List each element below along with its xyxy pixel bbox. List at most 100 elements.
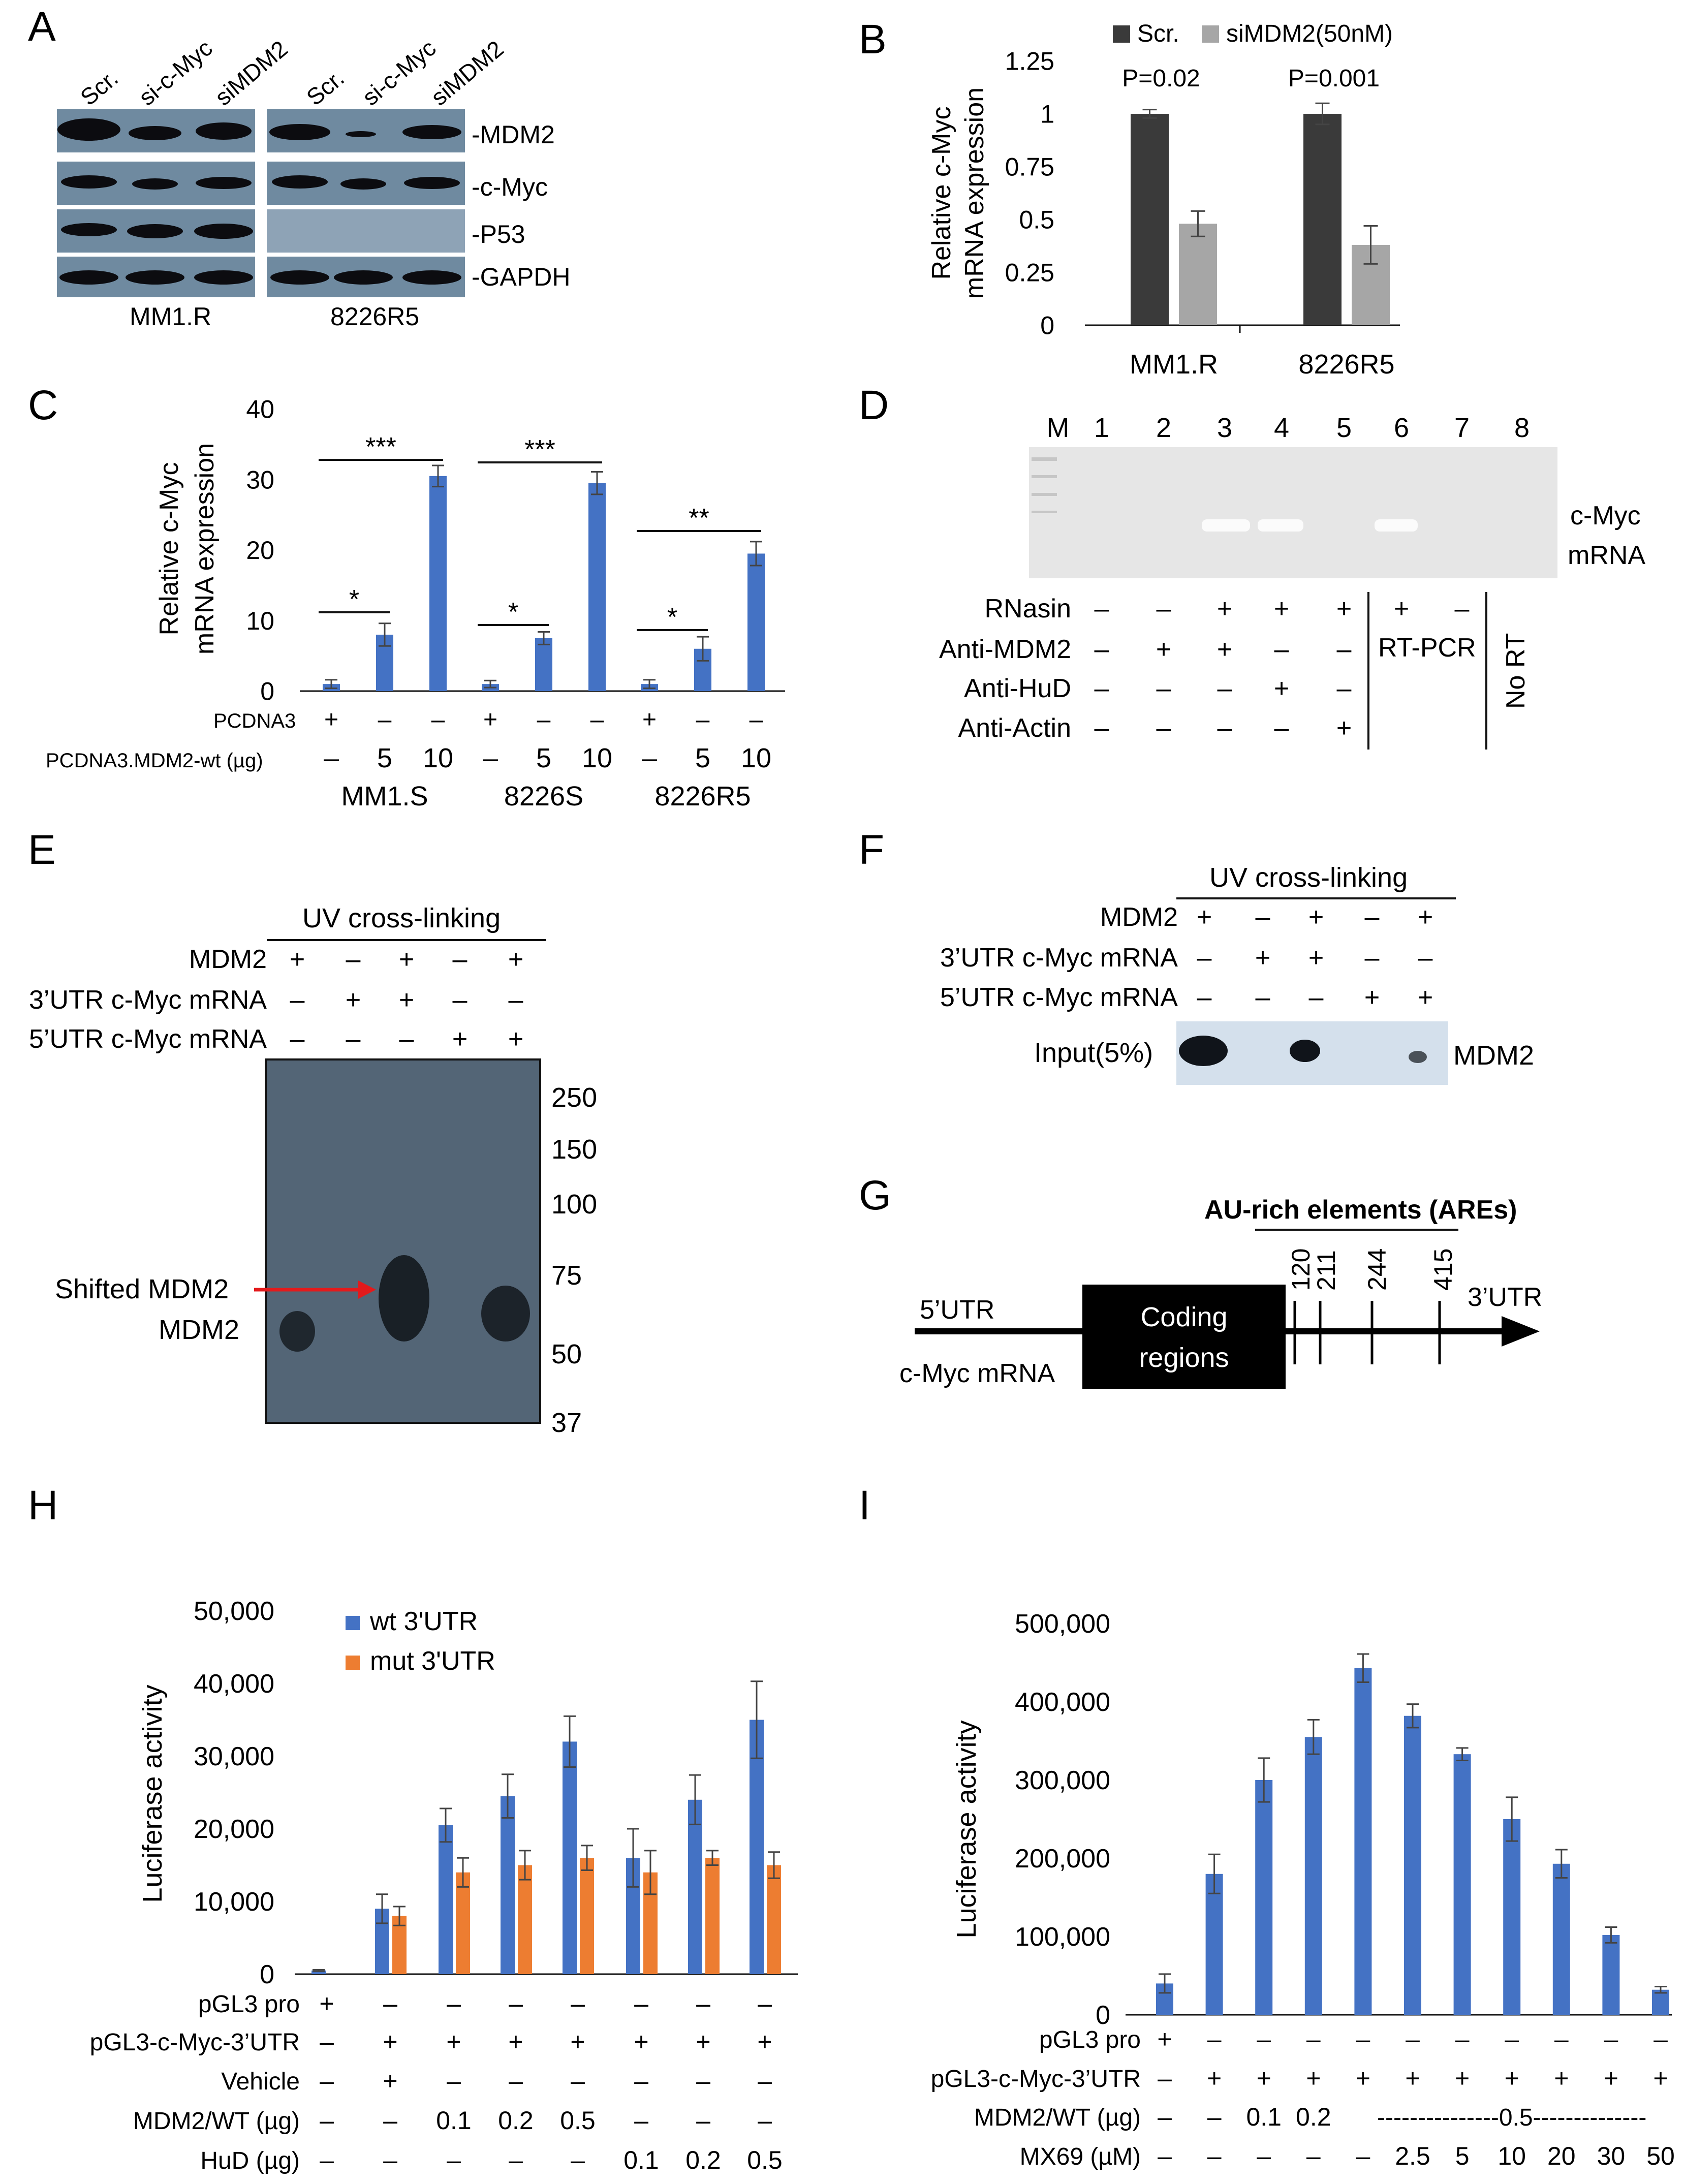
- row-value: –: [1554, 2025, 1569, 2053]
- row-value: –: [758, 2106, 772, 2135]
- lane-label: siMDM2: [210, 35, 293, 110]
- row-value: –: [1654, 2025, 1668, 2053]
- bar: [535, 638, 552, 691]
- row-sign: –: [346, 945, 361, 974]
- row-value: –: [696, 2106, 710, 2135]
- y-tick-label: 20,000: [194, 1815, 274, 1844]
- y-tick-label: 300,000: [1015, 1766, 1110, 1795]
- p-value-label: P=0.02: [1122, 65, 1200, 92]
- bar: [588, 483, 606, 691]
- bar: [456, 1872, 470, 1974]
- legend-label: wt 3'UTR: [369, 1607, 478, 1636]
- sig-label: *: [667, 603, 677, 632]
- band: [194, 270, 253, 285]
- input-label: Input(5%): [1034, 1038, 1153, 1068]
- row-value: +: [508, 2027, 523, 2056]
- bar: [750, 1720, 764, 1974]
- row-value: –: [431, 706, 445, 733]
- band: [196, 177, 252, 189]
- row-label: MX69 (µM): [1020, 2143, 1141, 2170]
- row-value: –: [447, 2067, 461, 2095]
- row-label: Anti-MDM2: [939, 635, 1071, 664]
- row-sign: +: [1274, 674, 1289, 703]
- row-sign: +: [508, 1024, 523, 1054]
- legend-swatch: [346, 1656, 360, 1670]
- sign-table-d: RNasin – – + + + + –Anti-MDM2– + + – –Anti-HuD – – – + –…: [939, 594, 1470, 743]
- y-tick-label: 1: [1040, 100, 1054, 129]
- row-label: -P53: [472, 220, 525, 248]
- panel-label-c: C: [28, 382, 58, 428]
- row-sign: –: [1095, 713, 1109, 743]
- row-sign: –: [1365, 943, 1380, 973]
- gel-bands-d: [1202, 519, 1418, 532]
- bar: [311, 1970, 326, 1974]
- y-axis-title: Relative c-Myc: [927, 107, 956, 280]
- row-value: –: [378, 706, 392, 733]
- y-tick-label: 0.25: [1005, 259, 1054, 287]
- bar: [1354, 1668, 1372, 2015]
- row-value: 10: [741, 743, 771, 773]
- y-tick-label: 40: [246, 395, 274, 424]
- row-value: +: [1306, 2064, 1321, 2093]
- mrna-label: c-Myc mRNA: [899, 1359, 1055, 1388]
- legend-label: mut 3'UTR: [370, 1646, 495, 1676]
- chart-h: 0 10,000 20,000 30,000 40,000 50,000 Luciferas…: [90, 1597, 798, 2174]
- sig-label: *: [508, 598, 518, 627]
- bar: [1453, 1754, 1471, 2015]
- row-label: MDM2/WT (µg): [133, 2108, 300, 2135]
- row-sign: +: [1418, 902, 1433, 932]
- ladder-band: [1032, 511, 1057, 513]
- row-sign: –: [1256, 902, 1270, 932]
- blot-bands-a: [57, 118, 461, 285]
- row-value: –: [634, 2067, 648, 2095]
- legend-swatch: [346, 1616, 360, 1630]
- panel-label-d: D: [859, 382, 889, 428]
- shifted-label: Shifted MDM2: [55, 1274, 229, 1304]
- row-value: –: [1207, 2142, 1222, 2170]
- blot-bands-e: [279, 1255, 530, 1352]
- row-label: PCDNA3.MDM2-wt (µg): [46, 750, 263, 772]
- utr5-label: 5’UTR: [920, 1295, 994, 1325]
- band: [1409, 1051, 1427, 1063]
- x-category-label: 8226R5: [1298, 349, 1394, 380]
- legend-swatch: [1202, 25, 1219, 43]
- group-label: 8226R5: [654, 781, 751, 812]
- row-sign: –: [509, 985, 523, 1015]
- mw-marker: 250: [551, 1082, 597, 1113]
- panel-label-e: E: [28, 827, 56, 873]
- bar: [429, 476, 447, 691]
- row-value: –: [642, 743, 657, 773]
- row-value: –: [1257, 2025, 1271, 2053]
- row-label: Anti-HuD: [964, 674, 1071, 703]
- row-label: MDM2: [1100, 902, 1178, 932]
- y-axis-title: Luciferase activity: [137, 1684, 168, 1902]
- band: [59, 270, 118, 285]
- pcr-band: [1202, 519, 1250, 532]
- band: [129, 126, 181, 140]
- row-value: –: [1406, 2025, 1420, 2053]
- row-sign: –: [346, 1024, 361, 1054]
- x-category-label: MM1.R: [1130, 349, 1218, 380]
- band: [196, 122, 252, 140]
- legend-swatch: [1113, 25, 1130, 43]
- row-value: –: [509, 2067, 523, 2095]
- band: [402, 270, 461, 285]
- y-tick-label: 10: [246, 607, 274, 635]
- lane-label: Scr.: [301, 65, 349, 111]
- y-tick-label: 0: [1040, 311, 1054, 340]
- band: [1179, 1036, 1228, 1066]
- panel-label-i: I: [859, 1482, 870, 1528]
- band: [272, 175, 328, 189]
- band: [57, 118, 120, 141]
- bar: [563, 1741, 577, 1974]
- row-value: 5: [1455, 2142, 1470, 2170]
- row-value: 10: [423, 743, 453, 773]
- row-value: +: [383, 2067, 397, 2095]
- band: [340, 178, 386, 190]
- lane-label: 2: [1156, 413, 1171, 443]
- row-value: +: [1653, 2064, 1668, 2093]
- row-sign: –: [1274, 635, 1289, 664]
- row-label: pGL3-c-Myc-3’UTR: [90, 2029, 300, 2056]
- row-value: 5: [536, 743, 551, 773]
- row-value: –: [696, 706, 710, 733]
